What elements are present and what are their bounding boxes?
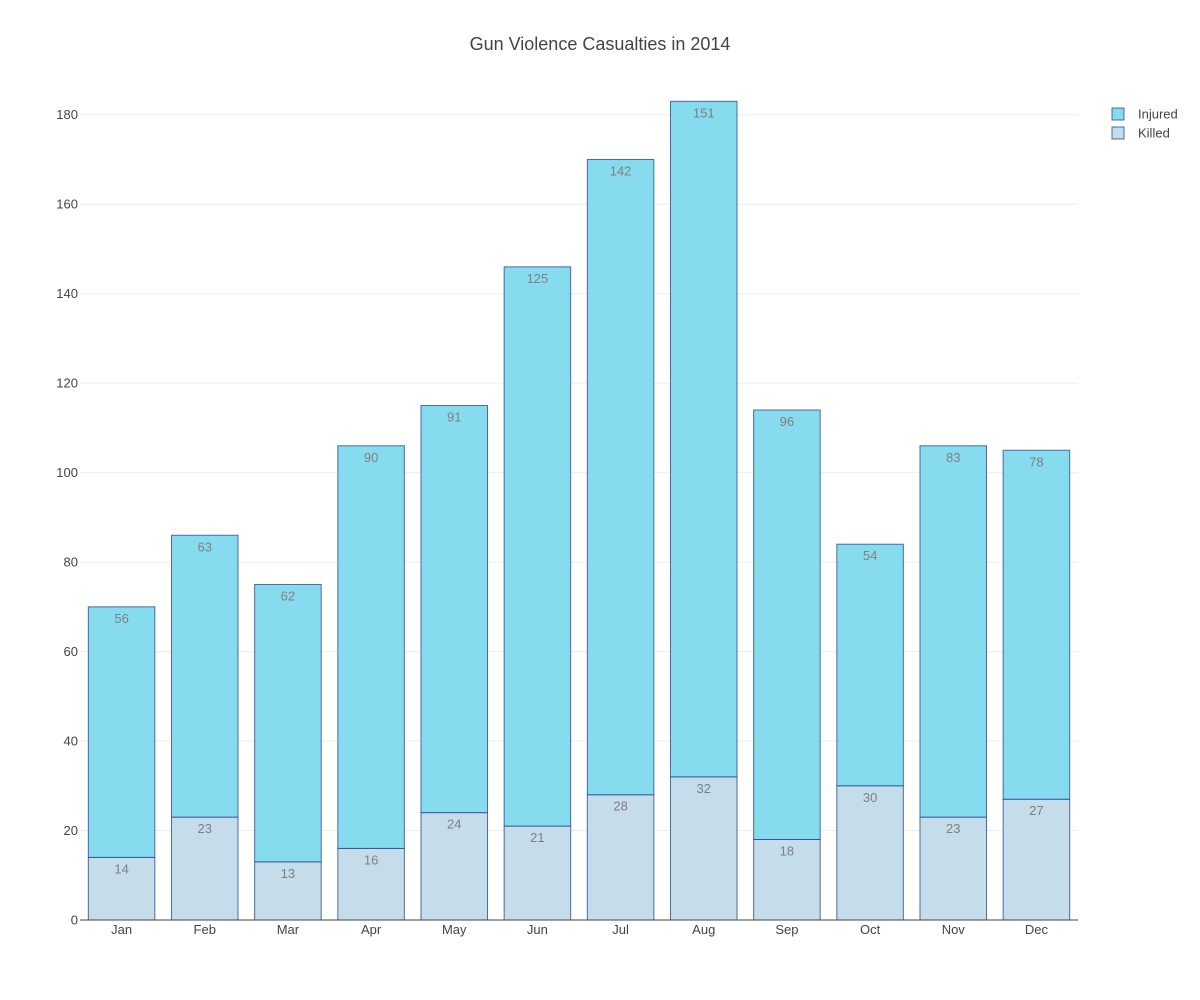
x-tick-label-jun: Jun bbox=[527, 922, 548, 937]
bar-injured-nov bbox=[919, 445, 988, 818]
data-label-killed-oct: 30 bbox=[863, 790, 877, 805]
bar-killed-sep bbox=[753, 838, 821, 921]
chart-title: Gun Violence Casualties in 2014 bbox=[470, 34, 731, 54]
x-tick-label-feb: Feb bbox=[194, 922, 216, 937]
y-tick-label: 160 bbox=[56, 197, 78, 212]
bar-injured-jun bbox=[503, 266, 572, 827]
y-tick-label: 40 bbox=[64, 734, 78, 749]
data-label-injured-jan: 56 bbox=[114, 611, 128, 626]
data-label-injured-feb: 63 bbox=[198, 539, 212, 554]
axes: 0 20 40 60 80 100 120 140 160 180 Jan Feb Mar Apr May J… bbox=[56, 107, 1078, 937]
x-tick-label-dec: Dec bbox=[1025, 922, 1049, 937]
x-tick-label-jul: Jul bbox=[612, 922, 629, 937]
bars bbox=[87, 100, 1071, 921]
x-tick-label-oct: Oct bbox=[860, 922, 881, 937]
data-label-killed-jan: 14 bbox=[114, 861, 128, 876]
bar-killed-jan bbox=[87, 856, 156, 921]
y-tick-label: 80 bbox=[64, 555, 78, 570]
y-tick-label: 140 bbox=[56, 286, 78, 301]
data-label-injured-may: 91 bbox=[447, 410, 461, 425]
legend-label-killed: Killed bbox=[1138, 126, 1170, 141]
bar-injured-jan bbox=[87, 606, 156, 858]
bar-killed-nov bbox=[919, 816, 988, 921]
bar-injured-aug bbox=[669, 100, 738, 778]
data-label-killed-nov: 23 bbox=[946, 821, 960, 836]
bar-injured-mar bbox=[254, 583, 322, 863]
data-label-killed-apr: 16 bbox=[364, 852, 378, 867]
bar-injured-oct bbox=[836, 543, 904, 787]
data-label-injured-jun: 125 bbox=[527, 271, 549, 286]
data-label-killed-dec: 27 bbox=[1029, 803, 1043, 818]
y-tick-label: 0 bbox=[71, 913, 78, 928]
x-tick-label-jan: Jan bbox=[111, 922, 132, 937]
legend-label-injured: Injured bbox=[1138, 107, 1178, 122]
x-tick-label-sep: Sep bbox=[775, 922, 798, 937]
legend-swatch-injured bbox=[1111, 107, 1125, 121]
data-label-injured-oct: 54 bbox=[863, 548, 877, 563]
data-label-killed-feb: 23 bbox=[198, 821, 212, 836]
data-label-killed-sep: 18 bbox=[780, 843, 794, 858]
data-label-killed-aug: 32 bbox=[697, 781, 711, 796]
bar-injured-may bbox=[420, 405, 489, 814]
data-label-injured-sep: 96 bbox=[780, 414, 794, 429]
x-tick-label-aug: Aug bbox=[692, 922, 715, 937]
data-label-injured-nov: 83 bbox=[946, 450, 960, 465]
y-tick-label: 100 bbox=[56, 465, 78, 480]
x-tick-label-mar: Mar bbox=[277, 922, 300, 937]
bar-killed-oct bbox=[836, 785, 904, 921]
x-tick-label-nov: Nov bbox=[942, 922, 966, 937]
legend-swatch-killed bbox=[1111, 126, 1125, 140]
data-label-injured-aug: 151 bbox=[693, 105, 715, 120]
legend: Injured Killed bbox=[1111, 107, 1178, 141]
bar-injured-feb bbox=[170, 534, 239, 818]
data-label-injured-apr: 90 bbox=[364, 450, 378, 465]
data-labels: 14 23 13 16 24 21 28 32 18 30 23 27 56 63 62 90 91 125 142… bbox=[114, 105, 1043, 881]
y-tick-label: 180 bbox=[56, 107, 78, 122]
x-tick-label-apr: Apr bbox=[361, 922, 382, 937]
bar-killed-dec bbox=[1002, 798, 1071, 921]
bar-injured-dec bbox=[1002, 449, 1071, 800]
y-tick-label: 60 bbox=[64, 644, 78, 659]
bar-injured-sep bbox=[753, 409, 821, 840]
data-label-injured-jul: 142 bbox=[610, 163, 632, 178]
data-label-killed-jun: 21 bbox=[530, 830, 544, 845]
data-label-killed-may: 24 bbox=[447, 817, 461, 832]
gridlines bbox=[80, 114, 1078, 832]
data-label-killed-jul: 28 bbox=[613, 799, 627, 814]
bar-injured-jul bbox=[586, 158, 655, 796]
data-label-injured-dec: 78 bbox=[1029, 454, 1043, 469]
y-tick-label: 120 bbox=[56, 376, 78, 391]
data-label-injured-mar: 62 bbox=[281, 588, 295, 603]
y-tick-label: 20 bbox=[64, 823, 78, 838]
data-label-killed-mar: 13 bbox=[281, 866, 295, 881]
bar-killed-aug bbox=[669, 776, 738, 921]
bar-killed-jun bbox=[503, 825, 572, 921]
x-tick-label-may: May bbox=[442, 922, 467, 937]
bar-injured-apr bbox=[337, 445, 405, 849]
